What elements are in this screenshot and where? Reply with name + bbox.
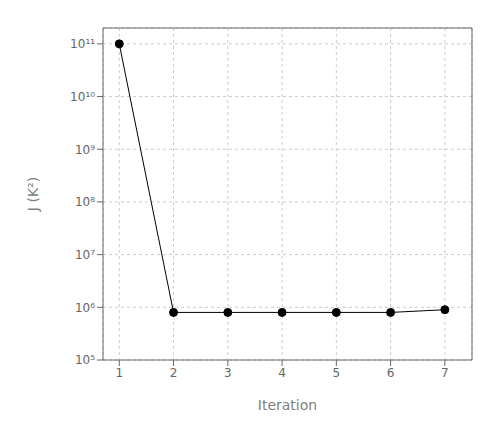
svg-text:10⁸: 10⁸	[75, 195, 95, 209]
svg-text:J (K²): J (K²)	[25, 177, 41, 212]
svg-text:10⁶: 10⁶	[75, 301, 95, 315]
svg-text:1: 1	[115, 366, 123, 380]
svg-text:2: 2	[170, 366, 178, 380]
svg-text:4: 4	[278, 366, 286, 380]
svg-text:Iteration: Iteration	[258, 397, 317, 413]
svg-text:10¹⁰: 10¹⁰	[70, 90, 95, 104]
svg-text:10¹¹: 10¹¹	[70, 37, 95, 51]
svg-text:3: 3	[224, 366, 232, 380]
svg-text:10⁹: 10⁹	[75, 143, 95, 157]
svg-text:10⁵: 10⁵	[75, 353, 95, 367]
svg-text:6: 6	[387, 366, 395, 380]
svg-text:5: 5	[333, 366, 341, 380]
svg-text:10⁷: 10⁷	[75, 248, 95, 262]
svg-text:7: 7	[441, 366, 449, 380]
